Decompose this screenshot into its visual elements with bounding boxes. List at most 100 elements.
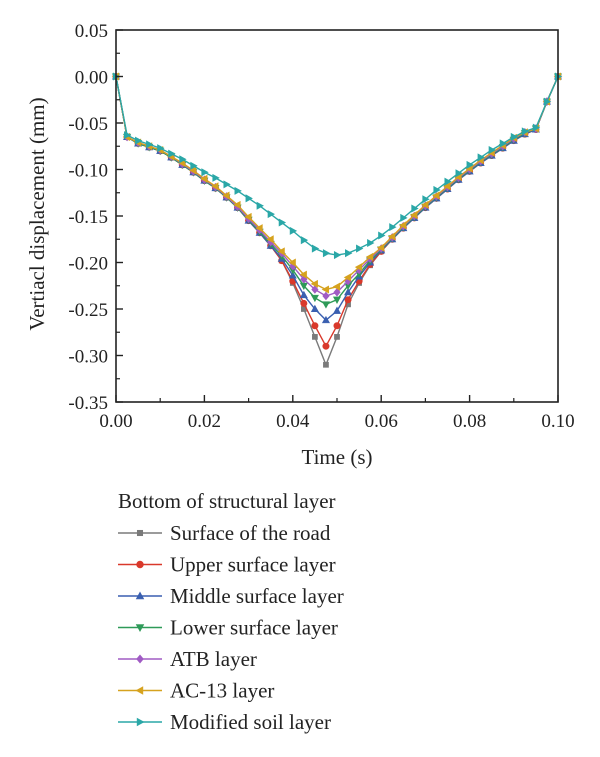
legend-title: Bottom of structural layer — [118, 489, 336, 513]
x-tick-label: 0.10 — [541, 411, 574, 432]
data-point — [332, 296, 342, 305]
data-point — [311, 285, 319, 294]
legend-label: Upper surface layer — [170, 553, 336, 577]
data-point — [190, 161, 198, 170]
data-point — [332, 306, 342, 314]
data-point — [223, 180, 231, 189]
legend-swatch-marker — [135, 591, 145, 600]
legend: Bottom of structural layer Surface of th… — [118, 489, 344, 734]
x-axis-title: Time (s) — [302, 445, 373, 469]
data-point — [267, 210, 276, 219]
y-tick-label: -0.05 — [68, 114, 108, 135]
x-tick-label: 0.00 — [99, 411, 132, 432]
data-point — [466, 160, 474, 169]
data-point — [322, 249, 331, 258]
data-point — [378, 231, 386, 240]
data-point — [179, 155, 187, 164]
data-point — [233, 200, 241, 209]
plot-frame — [115, 29, 559, 403]
series-line — [115, 76, 559, 291]
series-6 — [111, 72, 562, 294]
data-point — [421, 200, 429, 209]
data-point — [444, 177, 452, 186]
data-point — [333, 251, 342, 260]
data-point — [234, 186, 242, 195]
y-tick-label: -0.30 — [68, 347, 108, 368]
data-point — [124, 131, 132, 140]
series-line — [115, 76, 559, 348]
data-point — [200, 174, 208, 183]
series-line — [115, 76, 559, 367]
data-point — [255, 224, 263, 233]
series-line — [115, 76, 559, 322]
data-point — [278, 218, 287, 227]
data-point — [311, 244, 320, 253]
y-tick-label: -0.10 — [68, 161, 108, 182]
data-point — [245, 194, 253, 203]
data-point — [189, 166, 197, 175]
data-point — [310, 304, 319, 313]
data-point — [321, 315, 330, 324]
data-point — [398, 221, 407, 230]
data-point — [212, 173, 220, 182]
data-point — [376, 243, 385, 252]
legend-label: Middle surface layer — [170, 584, 344, 608]
data-point — [310, 279, 318, 288]
plot-series-group — [111, 72, 563, 368]
legend-label: Modified soil layer — [170, 710, 331, 734]
data-point — [543, 97, 552, 106]
y-axis-title: Vertiacl displacement (mm) — [25, 97, 49, 330]
data-point — [354, 263, 363, 272]
legend-item: AC-13 layer — [118, 679, 274, 703]
data-point — [300, 299, 308, 307]
y-tick-label: 0.00 — [75, 68, 108, 89]
data-point — [157, 144, 165, 153]
data-point — [168, 149, 176, 158]
data-point — [211, 182, 219, 191]
data-point — [310, 294, 319, 303]
data-point — [334, 334, 340, 340]
data-point — [288, 271, 297, 279]
legend-item: Modified soil layer — [118, 710, 331, 734]
legend-label: Surface of the road — [170, 521, 331, 545]
y-tick-label: -0.20 — [68, 254, 108, 275]
data-point — [277, 247, 285, 256]
data-point — [367, 238, 375, 247]
legend-label: AC-13 layer — [170, 679, 274, 703]
data-point — [333, 322, 341, 330]
data-point — [299, 290, 308, 299]
x-tick-label: 0.04 — [276, 411, 310, 432]
data-point — [256, 201, 264, 210]
data-point — [323, 361, 329, 368]
data-point — [343, 273, 352, 282]
data-point — [455, 169, 463, 178]
data-point — [365, 252, 374, 261]
series-4 — [111, 73, 563, 309]
legend-swatch-marker — [136, 654, 144, 664]
data-point — [288, 258, 296, 267]
data-point — [322, 342, 330, 350]
data-point — [443, 182, 451, 191]
data-point — [477, 153, 485, 162]
data-point — [201, 168, 209, 177]
series-line — [115, 76, 559, 306]
data-point — [222, 191, 230, 200]
x-tick-label: 0.02 — [188, 411, 221, 432]
data-point — [422, 195, 430, 204]
data-point — [433, 185, 441, 194]
data-point — [411, 204, 419, 213]
data-point — [266, 235, 274, 244]
data-point — [300, 236, 309, 245]
data-point — [289, 226, 298, 235]
y-tick-label: 0.05 — [75, 21, 108, 42]
data-point — [510, 132, 519, 141]
data-point — [322, 291, 330, 301]
data-point — [432, 191, 440, 200]
series-line — [115, 76, 559, 297]
data-point — [521, 127, 530, 136]
legend-swatch-marker — [136, 529, 144, 537]
data-point — [488, 145, 497, 154]
legend-item: Lower surface layer — [118, 616, 338, 640]
data-point — [410, 211, 418, 220]
